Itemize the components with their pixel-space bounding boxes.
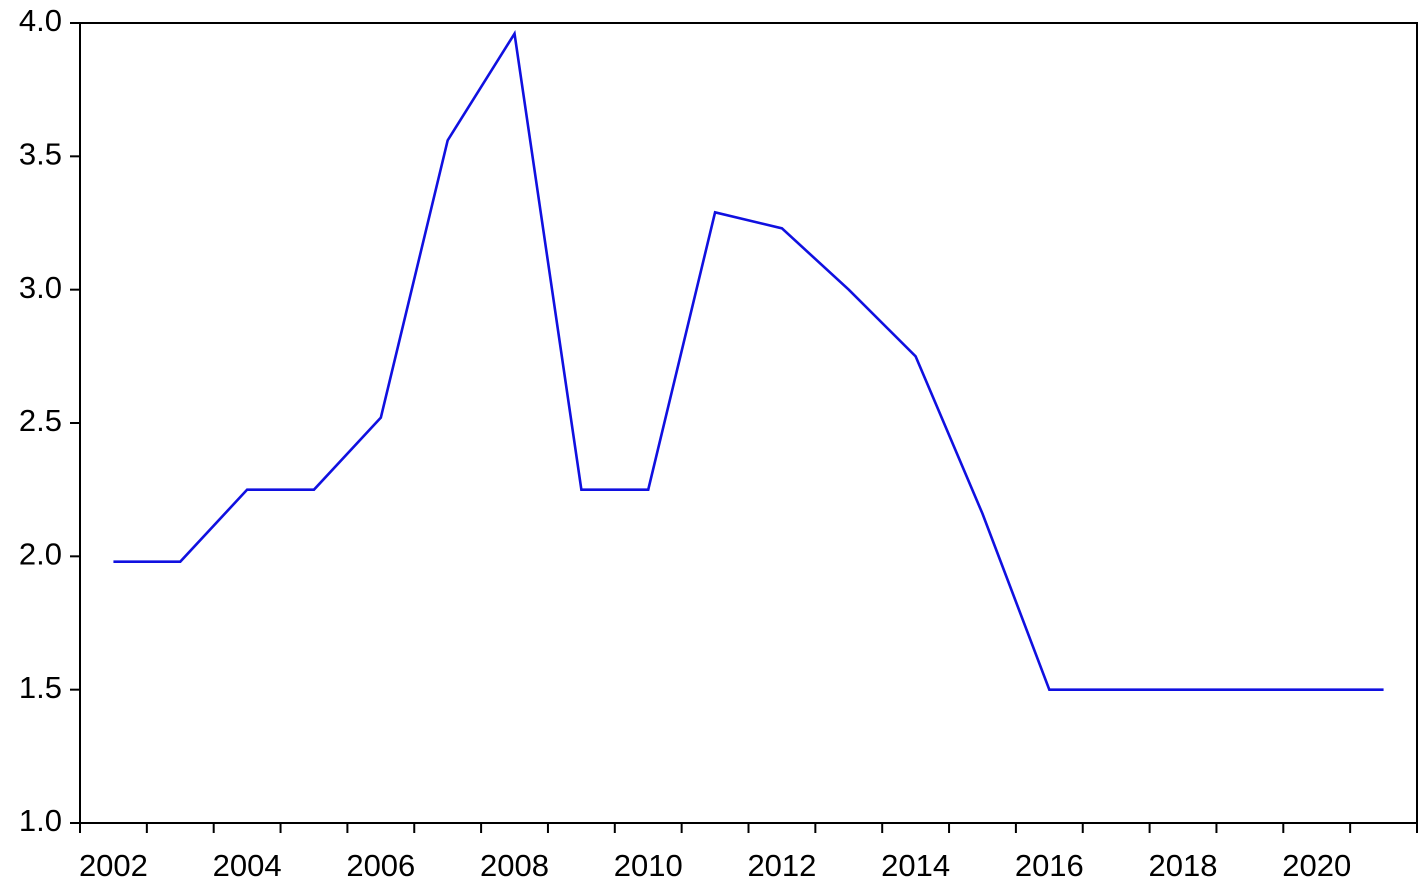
- y-tick-label: 4.0: [19, 3, 62, 38]
- x-tick-label: 2016: [1015, 848, 1084, 883]
- y-tick-label: 1.5: [19, 670, 62, 705]
- series-line: [113, 29, 1384, 691]
- y-tick-label: 2.0: [19, 537, 62, 572]
- y-tick-label: 3.5: [19, 137, 62, 172]
- x-tick-label: 2020: [1282, 848, 1351, 883]
- x-tick-label: 2014: [881, 848, 950, 883]
- y-tick-label: 1.0: [19, 803, 62, 838]
- x-tick-label: 2012: [747, 848, 816, 883]
- y-tick-label: 3.0: [19, 270, 62, 305]
- plot-frame: [79, 22, 1418, 824]
- x-tick-label: 2004: [213, 848, 282, 883]
- x-tick-label: 2018: [1149, 848, 1218, 883]
- x-tick-label: 2006: [346, 848, 415, 883]
- x-tick-label: 2002: [79, 848, 148, 883]
- x-tick-label: 2010: [614, 848, 683, 883]
- y-tick-label: 2.5: [19, 403, 62, 438]
- x-tick-label: 2008: [480, 848, 549, 883]
